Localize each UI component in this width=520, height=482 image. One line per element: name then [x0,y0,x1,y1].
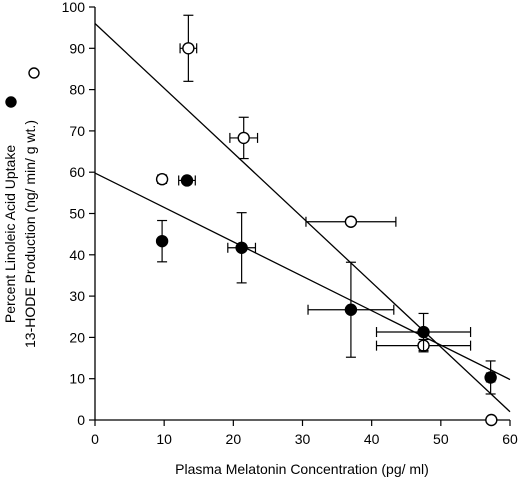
data-point-open [182,42,195,55]
y-axis-label-line-2: 13-HODE Production (ng/ min/ g wt.) [22,120,38,348]
y-axis-label-line-1: Percent Linoleic Acid Uptake [2,145,18,323]
data-point-open [155,173,169,186]
x-tick-label: 30 [295,431,311,447]
y-tick-label: 0 [77,412,85,428]
x-tick-label: 20 [226,431,242,447]
y-tick-label: 10 [69,371,85,387]
data-point-filled [155,234,169,248]
y-tick-label: 100 [62,0,86,15]
x-tick-label: 0 [91,431,99,447]
y-tick-label: 30 [69,288,85,304]
y-tick-label: 90 [69,40,85,56]
regression-line [94,172,511,381]
legend-marker-open [28,67,40,79]
data-point-open [237,131,250,145]
x-tick-label: 50 [433,431,449,447]
data-point-filled [180,174,194,187]
axis-ticks: 0 10 20 30 40 50 60 0 10 20 30 40 50 60 70 80 90 100 [62,0,518,447]
x-tick-label: 60 [502,431,518,447]
plot-area [94,7,510,421]
data-point-filled [484,371,497,384]
series-layer [94,14,511,427]
legend [5,67,40,108]
data-point-filled [235,241,248,254]
y-tick-label: 20 [69,329,85,345]
series-2 [94,172,511,395]
y-tick-label: 50 [69,206,85,222]
data-point-open [344,215,358,228]
y-tick-label: 60 [69,164,85,180]
x-axis-label: Plasma Melatonin Concentration (pg/ ml) [175,461,429,477]
regression-line [94,23,511,413]
data-point-filled [417,325,430,339]
y-tick-label: 80 [69,82,85,98]
x-tick-label: 10 [156,431,172,447]
y-tick-label: 40 [69,247,85,263]
legend-marker-filled [5,96,17,108]
data-point-filled [344,303,358,316]
x-tick-label: 40 [364,431,380,447]
y-tick-label: 70 [69,123,85,139]
data-point-open [485,413,498,427]
